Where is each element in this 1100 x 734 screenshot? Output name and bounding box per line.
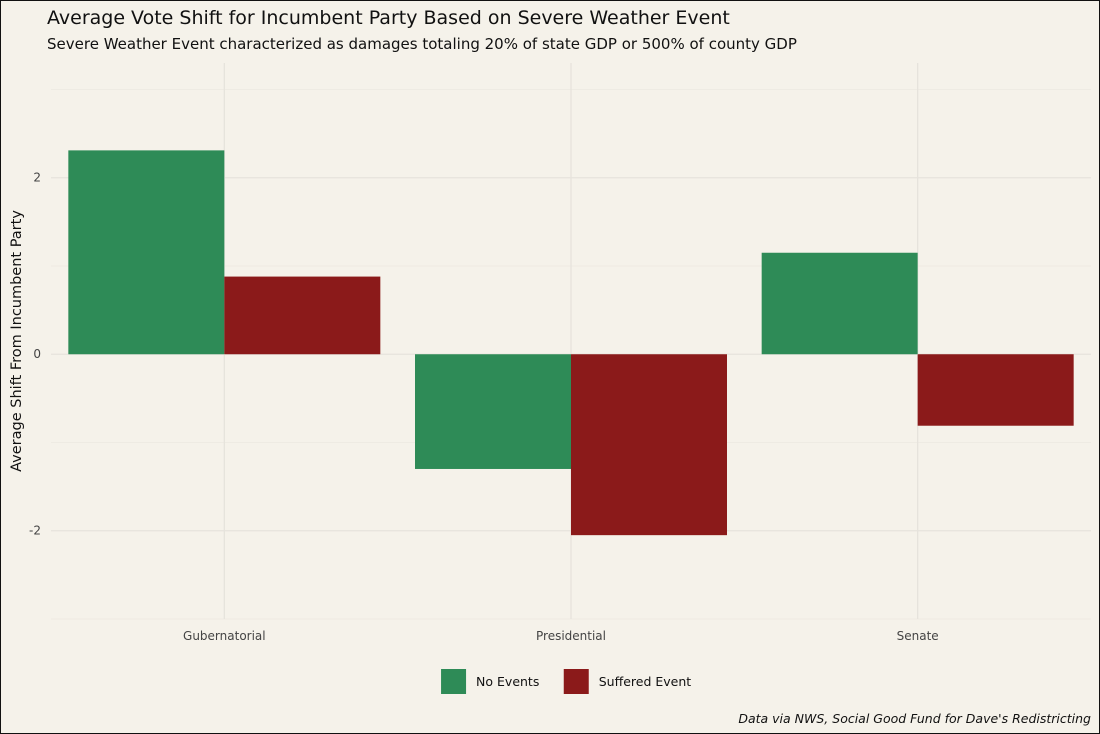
y-tick-label: 0 (33, 347, 41, 361)
chart-title: Average Vote Shift for Incumbent Party B… (47, 7, 730, 29)
bar (571, 354, 727, 536)
legend-swatch (441, 669, 467, 694)
bar (761, 252, 918, 355)
y-tick-label: 2 (33, 171, 41, 185)
chart-subtitle: Severe Weather Event characterized as da… (47, 35, 797, 53)
x-tick-label: Presidential (536, 629, 606, 643)
bar (415, 354, 571, 469)
legend-label: Suffered Event (599, 674, 692, 689)
bar (917, 354, 1074, 426)
x-tick-label: Senate (897, 629, 939, 643)
x-tick-label: Gubernatorial (183, 629, 266, 643)
y-axis-label: Average Shift From Incumbent Party (9, 210, 25, 472)
legend-label: No Events (476, 674, 539, 689)
legend-swatch (563, 669, 589, 694)
y-tick-label: -2 (29, 524, 41, 538)
chart-caption: Data via NWS, Social Good Fund for Dave'… (738, 711, 1091, 726)
bar (68, 150, 225, 355)
bar (224, 276, 381, 355)
